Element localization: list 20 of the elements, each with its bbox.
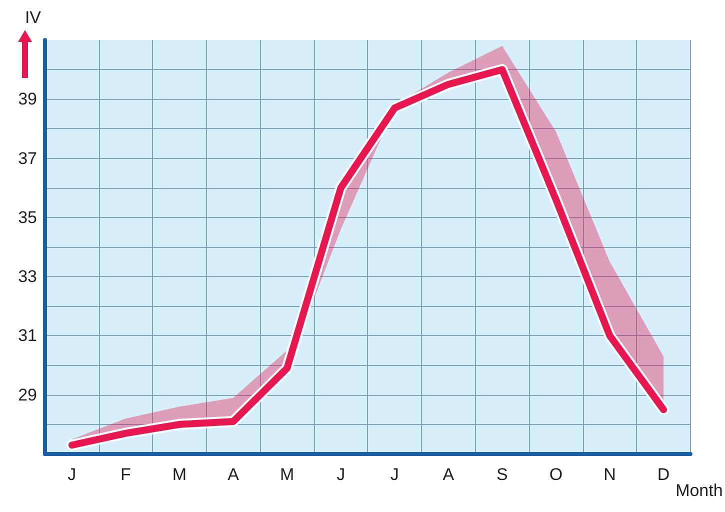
x-tick-label: S bbox=[496, 465, 508, 484]
x-tick-label: A bbox=[228, 465, 240, 484]
y-tick-label: 35 bbox=[18, 208, 37, 227]
y-tick-label: 33 bbox=[18, 267, 37, 286]
x-tick-label: N bbox=[604, 465, 616, 484]
y-tick-label: 37 bbox=[18, 148, 37, 168]
x-tick-label: M bbox=[280, 465, 294, 484]
x-tick-label: A bbox=[442, 465, 455, 484]
x-tick-label: M bbox=[172, 465, 187, 484]
y-axis-title: IV bbox=[24, 8, 42, 27]
x-tick-label: F bbox=[120, 465, 131, 484]
y-tick-label: 31 bbox=[18, 326, 37, 346]
y-tick-label: 29 bbox=[18, 385, 37, 404]
x-tick-label: D bbox=[657, 465, 670, 484]
x-axis-title: Month bbox=[676, 481, 723, 500]
x-tick-label: J bbox=[390, 465, 399, 484]
x-tick-label: O bbox=[549, 465, 563, 484]
x-tick-label: J bbox=[68, 465, 76, 484]
x-tick-label: J bbox=[336, 465, 346, 484]
y-tick-label: 39 bbox=[18, 90, 37, 109]
